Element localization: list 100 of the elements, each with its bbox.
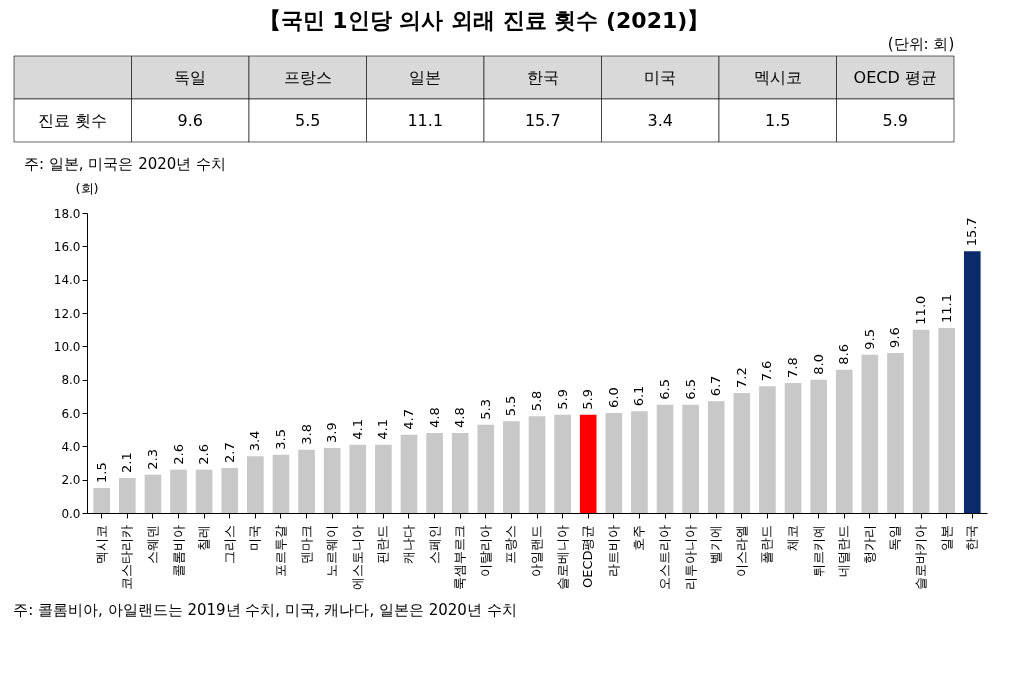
y-tick-label: 10.0 — [53, 339, 81, 354]
category-label: 한국 — [526, 67, 559, 87]
bar — [631, 411, 648, 513]
data-label: 9.5 — [861, 328, 877, 350]
text: 【국민 1인당 의사 외래 진료 횟수 (2021)】 — [258, 7, 710, 33]
data-label: 11.0 — [913, 295, 929, 325]
data-label: 2.6 — [170, 443, 186, 465]
data-label: 6.7 — [708, 375, 724, 397]
bar — [144, 474, 162, 513]
bar — [221, 468, 239, 513]
data-label: 9.6 — [887, 327, 903, 348]
x-tick-label: 아일랜드 — [529, 524, 544, 577]
x-tick-label: 노르웨이 — [324, 524, 340, 577]
category-label: 프랑스 — [283, 67, 332, 87]
bar — [426, 433, 443, 513]
bar — [195, 469, 213, 513]
bar — [375, 444, 392, 513]
x-tick-label: 포르투갈 — [272, 524, 288, 577]
data-label: 8.6 — [836, 343, 852, 365]
data-label: 15.7 — [524, 110, 561, 130]
x-tick-label: 벨기에 — [708, 524, 724, 564]
bar — [93, 488, 111, 513]
data-label: 6.5 — [657, 378, 673, 400]
text: 진료 횟수 — [38, 110, 108, 130]
data-label: 5.5 — [503, 395, 519, 417]
data-label: 4.8 — [426, 407, 442, 428]
bar — [605, 413, 623, 513]
data-label: 5.9 — [580, 388, 596, 410]
y-tick-label: 0.0 — [61, 506, 81, 521]
bar — [503, 421, 520, 513]
x-tick-label: 룩셈부르크 — [452, 524, 468, 590]
y-tick-label: 16.0 — [53, 239, 81, 254]
data-label: 2.1 — [119, 452, 135, 473]
y-tick-label: 2.0 — [61, 473, 81, 488]
data-label: 3.4 — [247, 430, 263, 452]
data-label: 4.1 — [349, 418, 365, 440]
x-tick-label: 슬로베니아 — [554, 524, 570, 590]
bar — [272, 454, 290, 513]
category-label: OECD 평균 — [853, 67, 937, 87]
x-tick-label: 리투아니아 — [682, 524, 698, 590]
bar — [477, 424, 495, 513]
bar — [349, 444, 367, 513]
bar — [759, 386, 776, 513]
x-tick-label: 콜롬비아 — [170, 524, 186, 577]
bar — [170, 469, 187, 513]
category-label: 일본 — [409, 67, 442, 87]
data-label: 7.8 — [785, 357, 801, 378]
data-label: 5.3 — [477, 398, 493, 420]
category-label: 멕시코 — [753, 67, 802, 87]
bar — [298, 449, 315, 513]
bar — [451, 433, 469, 513]
x-tick-label: 한국 — [964, 524, 980, 551]
data-label: 6.1 — [631, 385, 647, 407]
x-tick-label: 헝가리 — [861, 524, 877, 564]
text: (단위: 회) — [887, 34, 955, 53]
y-tick-label: 12.0 — [53, 306, 81, 321]
data-label: 8.0 — [810, 353, 826, 375]
bar — [733, 393, 751, 513]
y-tick-label: 6.0 — [61, 406, 81, 421]
bar — [579, 414, 597, 513]
data-label: 7.2 — [733, 367, 749, 388]
x-tick-label: 미국 — [247, 524, 263, 551]
x-tick-label: 슬로바키아 — [913, 524, 929, 590]
y-tick-label: 8.0 — [61, 373, 81, 388]
data-label: 4.7 — [400, 408, 416, 430]
data-label: 5.9 — [554, 388, 570, 410]
x-tick-label: 스페인 — [426, 524, 442, 564]
x-tick-label: 호주 — [631, 524, 647, 551]
x-tick-label: 튀르키예 — [810, 524, 826, 577]
data-label: 5.9 — [882, 110, 908, 130]
bar — [528, 416, 546, 513]
data-label: 6.5 — [682, 378, 698, 400]
data-label: 3.8 — [298, 423, 314, 445]
bar — [887, 353, 904, 513]
bar — [835, 369, 853, 513]
data-label: 3.4 — [647, 110, 673, 130]
x-tick-label: 일본 — [938, 524, 954, 551]
y-tick-label: 14.0 — [53, 273, 81, 288]
x-tick-label: 이스라엘 — [733, 524, 749, 577]
bar — [963, 251, 981, 513]
bar — [784, 383, 802, 513]
data-label: 1.5 — [93, 462, 109, 483]
data-label: 15.7 — [964, 217, 980, 247]
data-label: 9.6 — [177, 110, 203, 130]
x-tick-label: 에스토니아 — [349, 524, 365, 590]
data-label: 1.5 — [765, 110, 791, 130]
text: 주: 일본, 미국은 2020년 수치 — [24, 155, 227, 173]
data-label: 3.5 — [272, 428, 288, 450]
text: 주: 콜롬비아, 아일랜드는 2019년 수치, 미국, 캐나다, 일본은 2020년 수치 — [13, 601, 517, 619]
x-tick-label: 캐나다 — [400, 524, 416, 564]
bar — [682, 404, 699, 513]
x-tick-label: 라트비아 — [605, 524, 621, 577]
data-label: 5.8 — [529, 390, 544, 412]
x-tick-label: 코스타리카 — [119, 524, 135, 590]
x-tick-label: 네덜란드 — [836, 524, 852, 577]
bar — [707, 401, 725, 513]
y-tick-label: 18.0 — [53, 206, 81, 221]
x-tick-label: 멕시코 — [93, 524, 109, 564]
category-label: 미국 — [644, 67, 677, 87]
x-tick-label: 폴란드 — [759, 524, 775, 564]
